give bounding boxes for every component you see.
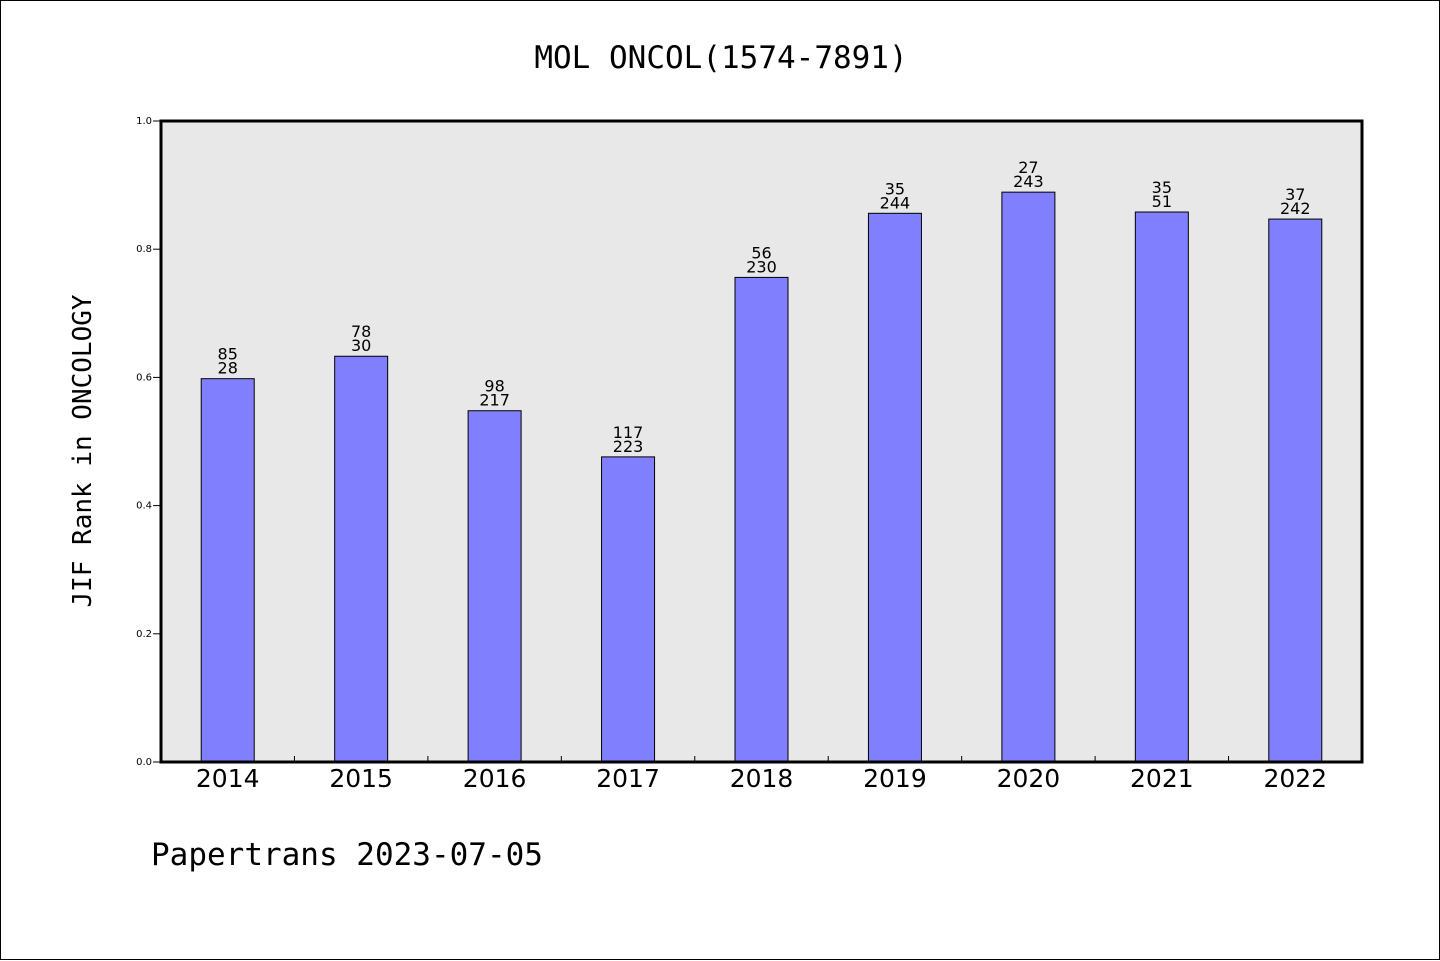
bar-2016	[467, 410, 522, 763]
y-axis-label: JIF Rank in ONCOLOGY	[68, 294, 98, 607]
x-tick-label: 2014	[196, 764, 260, 793]
bar-label-top: 78	[351, 322, 371, 341]
plot-border	[159, 119, 1364, 764]
x-tick-label: 2019	[863, 764, 927, 793]
x-tick-label: 2022	[1263, 764, 1327, 793]
bar-label-bottom: 217	[479, 391, 510, 410]
y-tick-label: 0.6	[136, 372, 152, 383]
bar-2020	[1001, 191, 1056, 763]
bar-2022	[1268, 218, 1323, 763]
x-tick-label: 2016	[463, 764, 527, 793]
bar-label-bottom: 28	[218, 359, 238, 378]
bar-2021	[1134, 211, 1189, 763]
footer-credit: Papertrans 2023-07-05	[151, 837, 543, 873]
chart-title: MOL ONCOL(1574-7891)	[534, 40, 907, 76]
bar-label-top: 35	[1152, 178, 1172, 197]
bar-label-top: 37	[1285, 185, 1305, 204]
x-tick-label: 2021	[1130, 764, 1194, 793]
bar-2017	[601, 456, 656, 763]
bar-2014	[200, 378, 255, 763]
bar-label-top: 85	[218, 345, 238, 364]
bar-label-bottom: 242	[1280, 199, 1311, 218]
bar-2018	[734, 276, 789, 763]
bar-label-bottom: 223	[613, 437, 644, 456]
y-axis-ticks: 0.0 0.2 0.4 0.6 0.8 1.0	[136, 116, 161, 768]
bar-label-bottom: 51	[1152, 192, 1172, 211]
bar-label-top: 98	[484, 377, 504, 396]
bar-label-bottom: 243	[1013, 172, 1044, 191]
bar-2015	[334, 355, 389, 763]
y-tick-label: 0.8	[136, 244, 152, 255]
bar-2019	[867, 212, 922, 763]
x-tick-label: 2018	[730, 764, 794, 793]
bar-label-top: 117	[613, 423, 644, 442]
y-tick-label: 0.0	[136, 757, 152, 768]
x-tick-label: 2020	[997, 764, 1061, 793]
bar-label-top: 56	[751, 243, 771, 262]
x-tick-label: 2017	[596, 764, 660, 793]
bar-label-bottom: 244	[880, 193, 911, 212]
y-tick-label: 0.2	[136, 629, 152, 640]
bar-label-top: 27	[1018, 158, 1038, 177]
bar-label-bottom: 230	[746, 257, 777, 276]
y-tick-label: 1.0	[136, 116, 152, 127]
x-axis-ticks: 2014 2015 2016 2017 2018 2019 2020 2021 2022	[196, 756, 1327, 793]
bar-label-top: 35	[885, 179, 905, 198]
y-tick-label: 0.4	[136, 501, 152, 512]
x-tick-label: 2015	[329, 764, 393, 793]
bar-label-bottom: 30	[351, 336, 371, 355]
